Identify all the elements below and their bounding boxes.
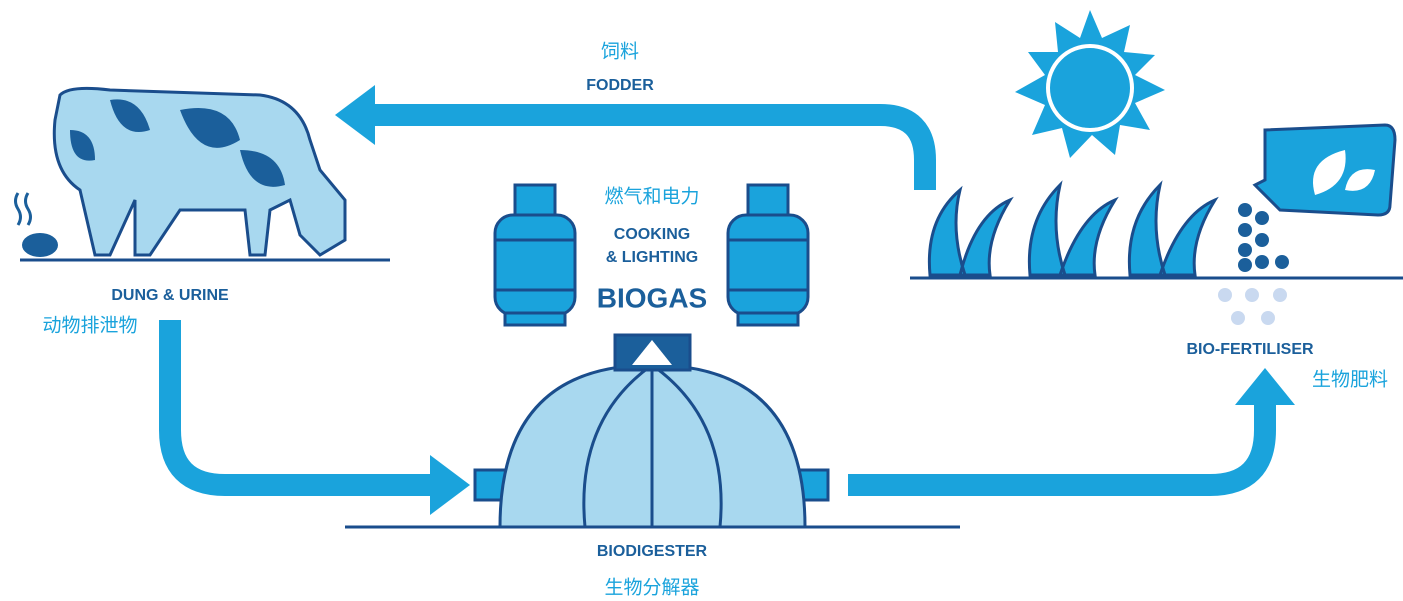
fodder-arrow xyxy=(370,115,925,190)
fodder-label-zh: 饲料 xyxy=(601,41,639,63)
energy-label-en: COOKING xyxy=(614,226,690,243)
cow xyxy=(16,88,391,260)
animal-label-en: DUNG & URINE xyxy=(111,287,229,304)
fertiliser-label-en: BIO-FERTILISER xyxy=(1186,341,1314,358)
arrowhead xyxy=(430,455,470,515)
arrowhead xyxy=(1235,368,1295,405)
arrowhead xyxy=(335,85,375,145)
dung-arrow xyxy=(170,320,440,485)
biogas-cycle-diagram: DUNG & URINE 动物排泄物 BIODIGESTER 生物分解器 燃气和… xyxy=(0,0,1403,601)
energy-label-en: & LIGHTING xyxy=(606,249,698,266)
product-label: BIOGAS xyxy=(597,282,707,313)
sun xyxy=(1015,10,1165,158)
digester-label-en: BIODIGESTER xyxy=(597,543,708,560)
fertiliser-label-zh: 生物肥料 xyxy=(1312,369,1388,391)
digester-label-zh: 生物分解器 xyxy=(604,577,699,599)
fodder-label-en: FODDER xyxy=(586,77,654,94)
fertiliser-arrow xyxy=(848,400,1265,485)
animal-label-zh: 动物排泄物 xyxy=(42,315,137,337)
fertiliser-bag xyxy=(1218,125,1395,325)
energy-label-zh: 燃气和电力 xyxy=(604,186,699,208)
